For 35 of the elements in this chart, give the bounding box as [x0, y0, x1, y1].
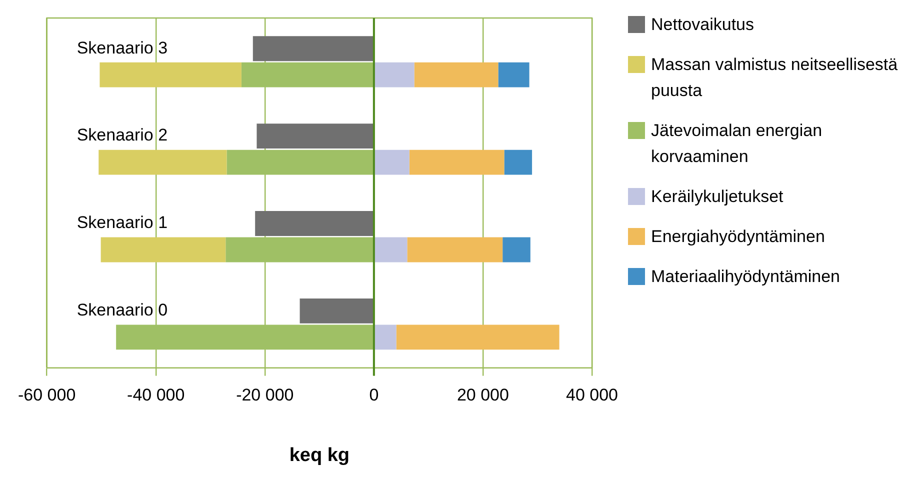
x-tick-label: 0 — [369, 386, 379, 405]
y-tick-label: Skenaario 3 — [76, 38, 168, 58]
bar — [300, 298, 374, 324]
legend-label: Energiahyödyntäminen — [651, 226, 825, 248]
legend-label: Jätevoimalan energian korvaaminen — [651, 120, 824, 168]
bar — [374, 150, 410, 175]
bar — [255, 211, 374, 236]
bar — [256, 124, 374, 149]
bar — [252, 36, 374, 62]
x-tick-label: -40 000 — [127, 386, 185, 405]
bar — [502, 237, 530, 262]
legend-label: Massan valmistus neitseellisestä puusta — [651, 54, 899, 102]
bar — [98, 150, 227, 175]
bar — [407, 237, 503, 262]
x-tick-label: 20 000 — [456, 386, 509, 405]
bar — [498, 62, 530, 88]
bar — [414, 62, 498, 88]
bar — [374, 62, 414, 88]
x-tick-label: -60 000 — [18, 386, 76, 405]
x-tick-label: -20 000 — [236, 386, 294, 405]
bar — [409, 150, 504, 175]
x-axis-title: keq kg — [289, 444, 350, 466]
bar — [100, 62, 242, 88]
legend-label: Materiaalihyödyntäminen — [651, 266, 840, 288]
bar — [100, 237, 226, 262]
bar — [374, 237, 408, 262]
y-tick-label: Skenaario 1 — [76, 213, 168, 232]
bar — [504, 150, 532, 175]
x-tick-label: 40 000 — [566, 386, 618, 405]
bar — [396, 324, 560, 350]
y-tick-label: Skenaario 0 — [76, 300, 168, 320]
legend-label: Nettovaikutus — [651, 14, 754, 36]
legend-label: Keräilykuljetukset — [651, 186, 784, 208]
bar — [374, 324, 396, 350]
y-tick-label: Skenaario 2 — [76, 126, 168, 145]
